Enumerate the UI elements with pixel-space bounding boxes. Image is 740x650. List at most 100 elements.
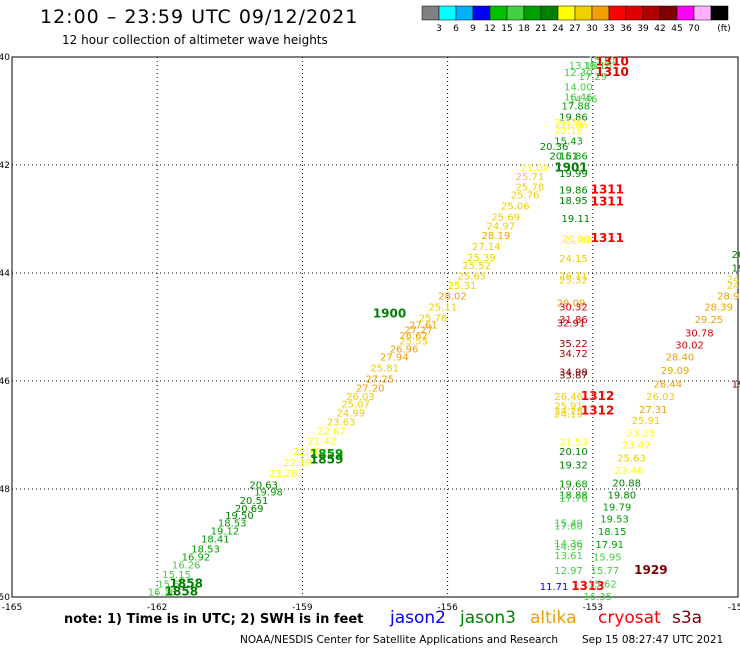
wave-height-point: 22.40 bbox=[293, 447, 322, 458]
wave-height-point: 25.06 bbox=[501, 202, 530, 213]
wave-height-point: 21.53 bbox=[559, 437, 588, 448]
wave-height-point: 25.76 bbox=[511, 191, 540, 202]
wave-height-point: 12.97 bbox=[554, 566, 583, 577]
wave-height-point: 28.02 bbox=[438, 292, 467, 303]
wave-height-point: 16.26 bbox=[172, 561, 201, 572]
wave-height-point: 25.63 bbox=[617, 454, 646, 465]
wave-height-point: 14.46 bbox=[569, 95, 598, 106]
wave-height-point: 15.95 bbox=[593, 553, 622, 564]
wave-height-point: 1929 bbox=[634, 563, 667, 577]
wave-height-point: 16.46 bbox=[564, 92, 593, 103]
wave-height-point: 35.22 bbox=[559, 339, 588, 350]
wave-height-point: 19.80 bbox=[608, 490, 637, 501]
wave-height-point: 24.15 bbox=[559, 254, 588, 265]
wave-height-point: 1859 bbox=[310, 447, 343, 461]
wave-height-point: 31.86 bbox=[559, 315, 588, 326]
plot-frame bbox=[11, 56, 739, 598]
wave-height-point: 25.32 bbox=[559, 275, 588, 286]
legend-unit: (ft) bbox=[717, 24, 731, 34]
wave-height-point: 15.55 bbox=[157, 580, 186, 591]
footnote: note: 1) Time is in UTC; 2) SWH is in fe… bbox=[64, 612, 364, 627]
wave-height-point: 21.09 bbox=[520, 164, 549, 175]
x-tick-label: -162 bbox=[147, 603, 167, 613]
wave-height-point: 1858 bbox=[165, 585, 198, 599]
wave-height-point: 34.72 bbox=[559, 349, 588, 360]
wave-height-point: 20.51 bbox=[240, 496, 269, 507]
wave-height-point: 17.88 bbox=[562, 102, 591, 113]
legend-label: 27 bbox=[569, 24, 580, 34]
legend-label: 30 bbox=[586, 24, 598, 34]
y-tick-label: -44 bbox=[0, 269, 10, 279]
legend-label: 42 bbox=[654, 24, 665, 34]
wave-height-point: 15.43 bbox=[554, 137, 583, 148]
wave-height-point: 27.14 bbox=[472, 242, 501, 253]
legend-label: 15 bbox=[501, 24, 512, 34]
wave-height-point: 23.46 bbox=[615, 466, 644, 477]
wave-height-point: 21.42 bbox=[307, 436, 336, 447]
legend-label: 39 bbox=[637, 24, 649, 34]
wave-height-point: 17.60 bbox=[554, 522, 583, 533]
wave-height-point: 13.16 bbox=[569, 61, 598, 72]
wave-height-point: 27.27 bbox=[404, 326, 433, 337]
wave-height-point: 1901 bbox=[554, 161, 587, 175]
wave-height-point: 12.30 bbox=[564, 68, 593, 79]
wave-height-point: 19.98 bbox=[254, 488, 283, 499]
wave-height-point: 18.88 bbox=[559, 490, 588, 501]
wave-height-point: 27.94 bbox=[380, 353, 409, 364]
wave-height-point: 24.99 bbox=[336, 408, 365, 419]
wave-height-point: 23.42 bbox=[622, 441, 651, 452]
satellite-jason3: jason3 bbox=[460, 608, 516, 628]
wave-height-point: 25.76 bbox=[419, 313, 448, 324]
wave-height-point: 18.53 bbox=[191, 544, 220, 555]
generated-timestamp: Sep 15 08:27:47 UTC 2021 bbox=[582, 634, 724, 646]
wave-height-point: 25.78 bbox=[516, 183, 545, 194]
wave-height-point: 19 bbox=[732, 264, 740, 275]
satellite-altika: altika bbox=[530, 608, 577, 628]
wave-height-point: 25.11 bbox=[428, 302, 457, 313]
wave-height-point: 19.86 bbox=[559, 185, 588, 196]
wave-height-point: 19.99 bbox=[559, 169, 588, 180]
x-tick-label: -159 bbox=[292, 603, 313, 613]
wave-height-point: 1311 bbox=[591, 231, 624, 245]
wave-height-point: 25.69 bbox=[491, 212, 520, 223]
wave-height-point: 19.79 bbox=[603, 502, 632, 513]
wave-height-point: 11.71 bbox=[540, 582, 569, 593]
wave-height-point: 19.50 bbox=[225, 511, 254, 522]
wave-height-point: 1310 bbox=[595, 65, 628, 79]
wave-height-point: 20.63 bbox=[249, 481, 278, 492]
wave-height-point: 27.25 bbox=[366, 374, 395, 385]
wave-height-point: 18.53 bbox=[218, 518, 247, 529]
wave-height-point: 27.61 bbox=[409, 320, 438, 331]
legend-label: 45 bbox=[671, 24, 682, 34]
wave-height-point: 17.76 bbox=[559, 494, 588, 505]
wave-height-point: 28.39 bbox=[704, 302, 733, 313]
wave-height-point: 25.07 bbox=[341, 400, 370, 411]
wave-height-point: 16.18 bbox=[148, 588, 177, 599]
wave-height-point: 20.88 bbox=[612, 479, 641, 490]
satellite-s3a: s3a bbox=[672, 608, 703, 628]
wave-height-point: 16.16 bbox=[583, 61, 612, 72]
wave-height-point: 1311 bbox=[591, 195, 624, 209]
wave-height-point: 17.91 bbox=[595, 540, 624, 551]
wave-height-point: 15.15 bbox=[162, 570, 191, 581]
wave-height-point: 17.29 bbox=[578, 72, 607, 83]
wave-height-point: 25.39 bbox=[467, 253, 496, 264]
y-tick-label: -40 bbox=[0, 53, 10, 63]
wave-height-point: 21.88 bbox=[564, 236, 593, 247]
wave-height-point: 33.87 bbox=[559, 371, 588, 382]
wave-height-point: 15.62 bbox=[588, 580, 617, 591]
wave-height-point: 20.51 bbox=[549, 151, 578, 162]
x-tick-label: -165 bbox=[2, 603, 22, 613]
wave-height-point: 32.91 bbox=[557, 319, 586, 330]
wave-height-point: 27.20 bbox=[356, 383, 385, 394]
chart-title: 12:00 – 23:59 UTC 09/12/2021 bbox=[40, 6, 359, 28]
legend-label: 33 bbox=[603, 24, 614, 34]
satellite-cryosat: cryosat bbox=[598, 608, 661, 628]
wave-height-point: 25.55 bbox=[399, 337, 428, 348]
legend-label: 70 bbox=[688, 24, 700, 34]
wave-height-point: 19.68 bbox=[559, 480, 588, 491]
wave-height-point: 1310 bbox=[595, 54, 628, 68]
legend-label: 3 bbox=[436, 24, 442, 34]
wave-height-point: 26.46 bbox=[554, 392, 583, 403]
